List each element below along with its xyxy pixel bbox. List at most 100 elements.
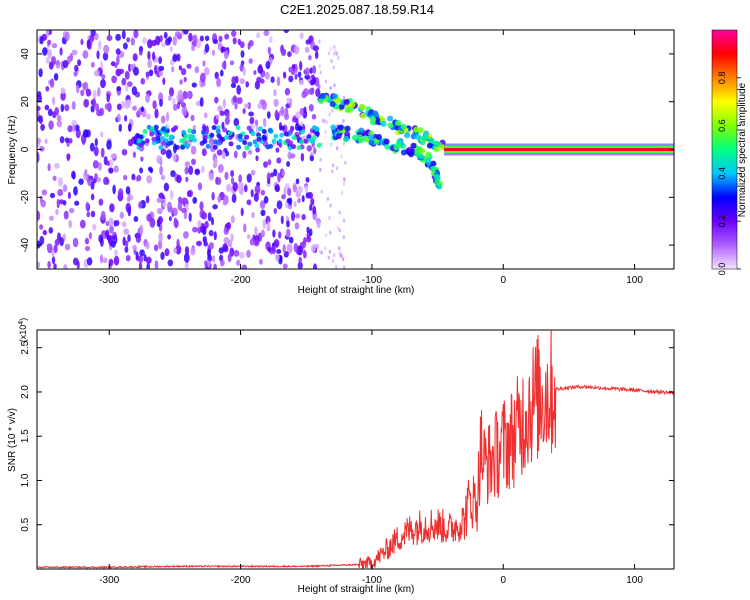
spectrogram-cell: [230, 82, 237, 89]
spectrogram-cell: [302, 88, 309, 97]
spectrogram-cell: [97, 40, 102, 51]
spectrogram-cell: [338, 246, 341, 251]
spectrogram-cell: [297, 245, 303, 256]
spectrogram-cell: [284, 87, 291, 96]
spectrogram-cell: [90, 30, 96, 37]
spectrogram-cell: [203, 241, 209, 247]
spectrogram-cell: [430, 160, 437, 167]
spectrogram-cell: [218, 35, 223, 43]
spectrogram-cell: [126, 196, 131, 203]
spectrogram-cell: [224, 116, 230, 125]
spectrogram-cell: [52, 96, 56, 105]
spectrogram-cell: [428, 137, 435, 144]
spectrogram-cell: [172, 97, 176, 107]
spectrogram-cell: [267, 159, 272, 166]
spectrogram-cell: [280, 215, 284, 225]
spectrogram-cell: [132, 105, 137, 111]
spectrogram-cell: [250, 131, 256, 137]
spectrogram-cell: [333, 253, 336, 258]
snr-panel: -300 -200 -100 0 100 0.5 1.0 1.5 2.0 2.5 Height …: [7, 318, 675, 595]
spectrogram-cell: [330, 142, 333, 147]
spectrogram-cell: [306, 145, 313, 152]
spectrogram-cell: [314, 126, 320, 132]
spectrogram-cell: [329, 203, 332, 208]
spectrogram-cell: [358, 127, 365, 134]
spectrogram-cell: [181, 197, 188, 203]
spectrogram-cell: [210, 217, 215, 226]
spectrogram-cell: [332, 93, 339, 100]
spectrogram-cell: [160, 126, 166, 132]
spectrogram-cell: [262, 117, 267, 128]
spectrogram-cell: [308, 88, 315, 95]
spectrogram-cell: [304, 184, 309, 194]
spectrogram-cell: [222, 199, 227, 206]
spectrogram-cell: [317, 98, 324, 104]
spectrogram-cell: [199, 201, 204, 211]
spectrogram-cell: [368, 139, 375, 146]
spectrogram-cell: [329, 86, 332, 90]
spectrogram-cell: [254, 143, 260, 149]
spectrogram-cell: [286, 160, 291, 168]
spectrogram-cell: [126, 81, 133, 87]
spectrogram-cell: [317, 83, 321, 90]
spectrogram-cell: [410, 142, 417, 149]
spectrogram-cell: [286, 97, 291, 104]
spectrogram-cell: [188, 212, 192, 222]
spectrogram-cell: [113, 255, 120, 266]
spectrogram-cell: [352, 134, 358, 141]
spectrogram-cell: [342, 181, 346, 186]
spectrogram-cell: [308, 103, 314, 112]
spectrogram-cell: [51, 256, 56, 265]
spectrogram-cell: [142, 37, 147, 45]
spectrogram-cell: [310, 139, 316, 144]
spectrogram-cell: [129, 63, 135, 71]
spectrogram-cell: [219, 110, 225, 117]
spectrogram-cell: [258, 126, 263, 132]
spectrogram-cell: [162, 77, 166, 86]
spectrogram-cell: [224, 171, 229, 180]
spectrogram-cell: [100, 131, 104, 138]
spectrogram-cell: [160, 140, 166, 146]
spectrogram-cell: [249, 116, 255, 125]
spectrogram-marks: [37, 30, 674, 269]
spectrogram-cell: [227, 253, 232, 263]
spectrogram-cell: [230, 215, 235, 224]
spectrogram-cell: [46, 243, 52, 249]
spectrogram-cell: [344, 131, 351, 138]
spectrogram-cell: [308, 54, 312, 61]
spectrogram-cell: [283, 30, 290, 34]
spectrogram-cell: [223, 227, 229, 236]
spectrogram-cell: [239, 78, 245, 85]
spectrogram-cell: [404, 132, 411, 139]
spectrogram-cell: [159, 98, 163, 107]
x-tick-label: -200: [231, 275, 251, 286]
spectrogram-cell: [334, 49, 337, 54]
spectrogram-cell: [75, 128, 81, 139]
spectrogram-cell: [172, 54, 178, 62]
spectrogram-cell: [121, 101, 126, 109]
spectrogram-cell: [86, 39, 91, 49]
spectrogram-cell: [162, 201, 167, 208]
spectrogram-cell: [159, 136, 165, 141]
spectrogram-cell: [149, 167, 154, 174]
spectrogram-cell: [349, 101, 356, 108]
x-tick-label: 0: [500, 575, 506, 586]
spectrogram-cell: [149, 131, 155, 137]
spectrogram-cell: [140, 156, 144, 162]
spectrogram-cell: [153, 244, 159, 252]
spectrogram-cell: [332, 65, 335, 70]
spectrogram-cell: [51, 249, 55, 257]
spectrogram-cell: [338, 228, 341, 233]
spectrogram-cell: [167, 95, 172, 102]
colorbar: 0.0 0.2 0.4 0.6 0.8 Normalized spectral ampl…: [711, 29, 748, 275]
spectrogram-cell: [174, 144, 180, 150]
spectrogram-cell: [260, 209, 266, 217]
spectrogram-cell: [192, 196, 198, 204]
spectrogram-cell: [66, 153, 70, 162]
spectrogram-cell: [169, 189, 174, 200]
spectrogram-cell: [283, 131, 289, 137]
spectrogram-cell: [138, 262, 143, 269]
spectrogram-cell: [71, 170, 76, 179]
spectrogram-cell: [191, 129, 197, 135]
spectrogram-cell: [127, 139, 134, 147]
